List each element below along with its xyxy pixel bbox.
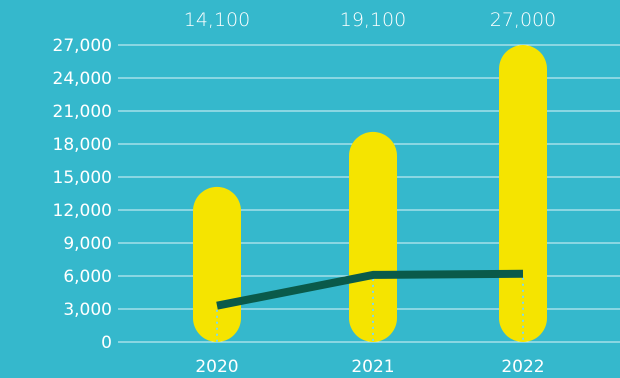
x-axis-categories: 2020 2021 2022 (195, 357, 544, 377)
bar (349, 131, 397, 342)
y-tick-label: 21,000 (53, 102, 112, 122)
y-tick-label: 0 (101, 333, 112, 353)
y-tick-label: 6,000 (63, 267, 112, 287)
bar (499, 45, 547, 342)
line-series-path (216, 269, 524, 310)
x-category-label: 2020 (195, 357, 238, 377)
y-tick-label: 18,000 (53, 135, 112, 155)
bars (193, 45, 547, 342)
y-tick-label: 24,000 (53, 69, 112, 89)
data-label: 14,100 (184, 9, 250, 31)
data-label: 19,100 (340, 9, 406, 31)
y-tick-label: 12,000 (53, 201, 112, 221)
y-tick-label: 15,000 (53, 168, 112, 188)
y-tick-label: 27,000 (53, 36, 112, 56)
line-series (216, 269, 524, 310)
x-category-label: 2022 (501, 357, 544, 377)
data-label: 27,000 (490, 9, 556, 31)
drop-lines (216, 277, 524, 342)
y-axis-ticks: 0 3,000 6,000 9,000 12,000 15,000 18,000 21,000… (53, 36, 112, 353)
y-tick-label: 3,000 (63, 300, 112, 320)
x-category-label: 2021 (351, 357, 394, 377)
bar (193, 186, 241, 342)
y-tick-label: 9,000 (63, 234, 112, 254)
data-labels: 14,100 19,100 27,000 (184, 9, 556, 31)
